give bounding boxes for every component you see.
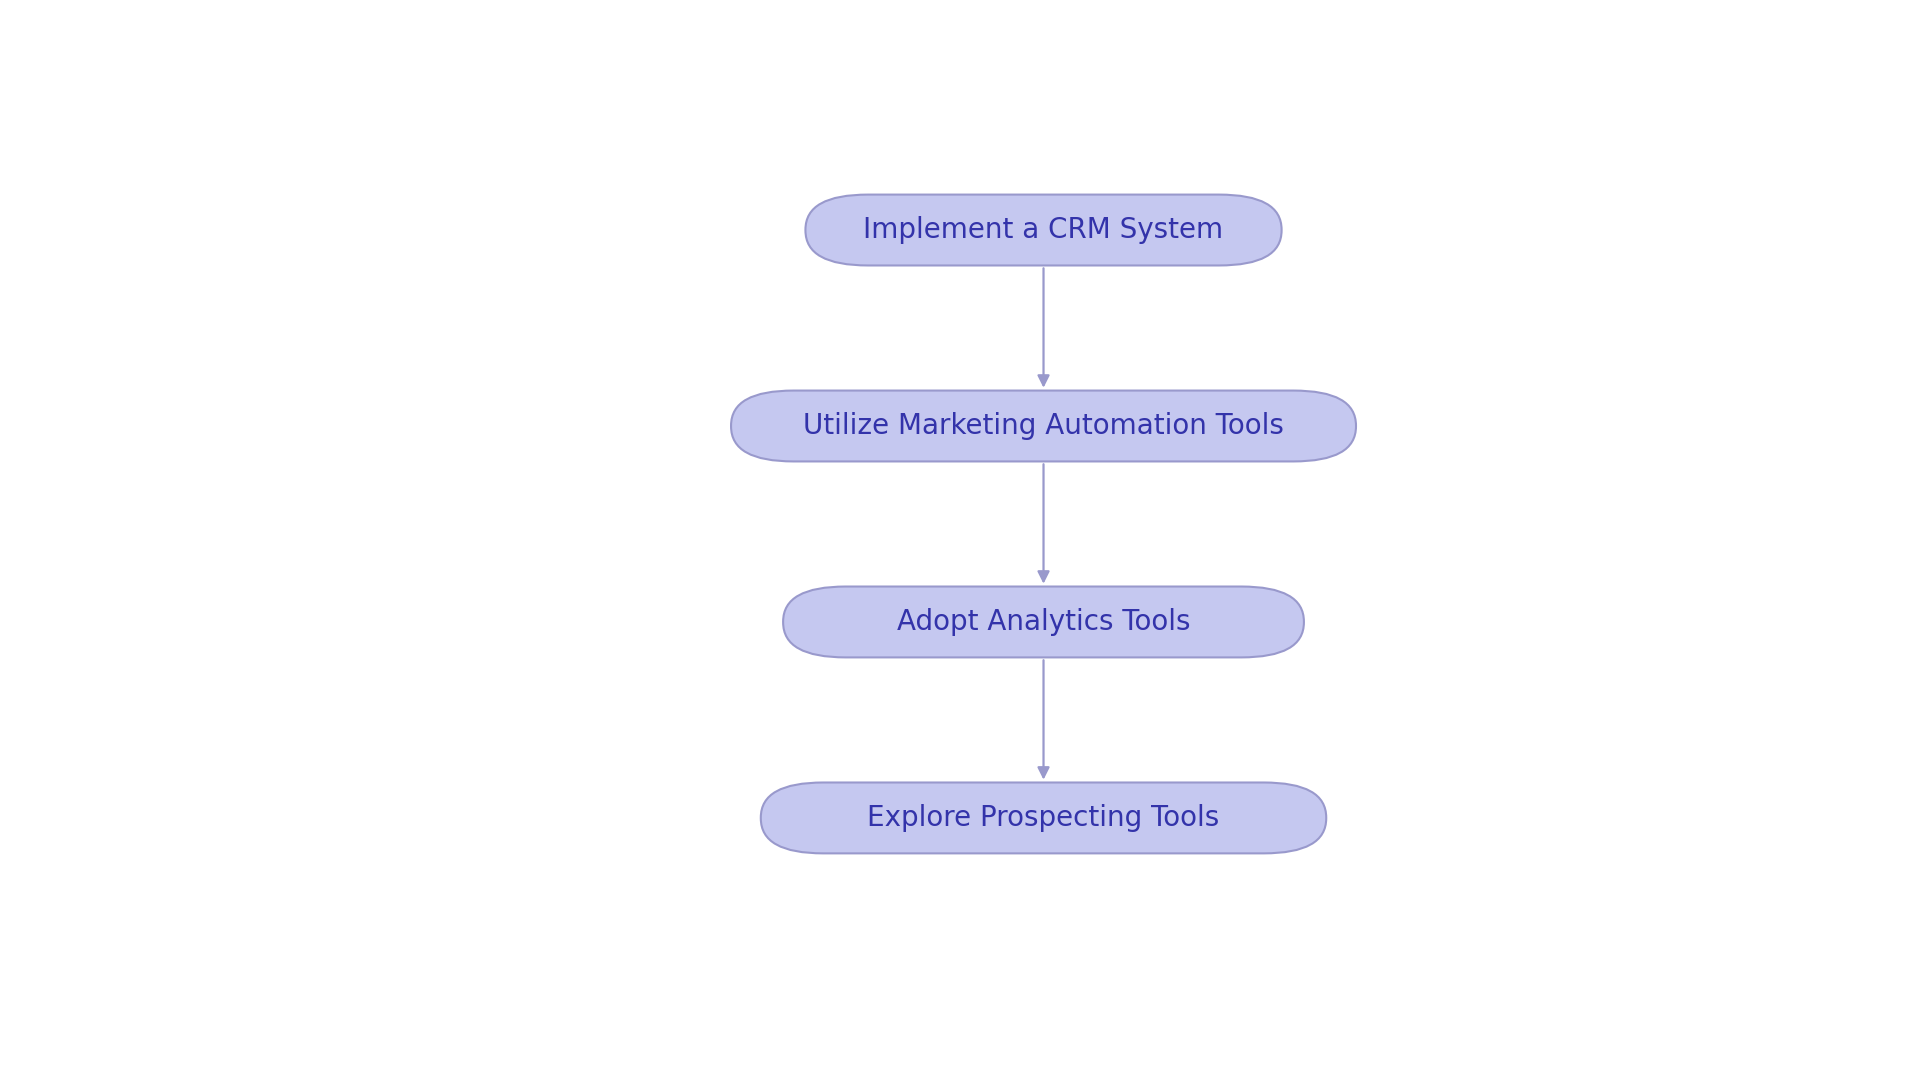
Text: Explore Prospecting Tools: Explore Prospecting Tools xyxy=(868,804,1219,832)
FancyBboxPatch shape xyxy=(760,783,1327,853)
Text: Adopt Analytics Tools: Adopt Analytics Tools xyxy=(897,608,1190,636)
FancyBboxPatch shape xyxy=(783,587,1304,657)
FancyBboxPatch shape xyxy=(806,195,1283,265)
Text: Implement a CRM System: Implement a CRM System xyxy=(864,216,1223,244)
FancyBboxPatch shape xyxy=(732,391,1356,461)
Text: Utilize Marketing Automation Tools: Utilize Marketing Automation Tools xyxy=(803,412,1284,440)
